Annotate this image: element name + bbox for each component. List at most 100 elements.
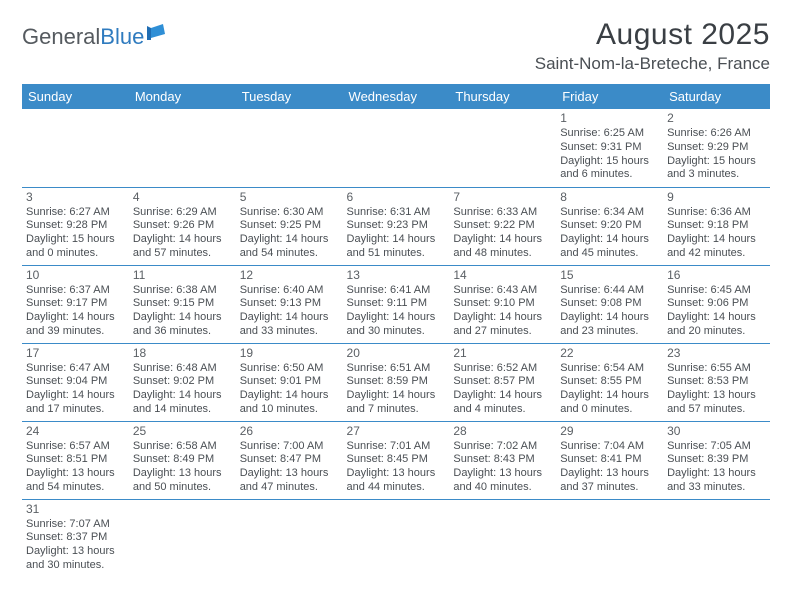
day-line: Daylight: 13 hours — [347, 467, 446, 481]
day-line: and 3 minutes. — [667, 168, 766, 182]
day-number: 23 — [667, 346, 766, 361]
day-cell: 8Sunrise: 6:34 AMSunset: 9:20 PMDaylight… — [556, 187, 663, 265]
day-line: and 10 minutes. — [240, 403, 339, 417]
day-line: Daylight: 14 hours — [453, 389, 552, 403]
day-line: Daylight: 14 hours — [560, 233, 659, 247]
day-line: and 0 minutes. — [26, 247, 125, 261]
day-line: Sunrise: 6:50 AM — [240, 362, 339, 376]
day-line: Daylight: 14 hours — [133, 389, 232, 403]
day-line: and 48 minutes. — [453, 247, 552, 261]
day-line: Daylight: 15 hours — [26, 233, 125, 247]
day-line: Daylight: 14 hours — [347, 233, 446, 247]
day-line: Daylight: 14 hours — [133, 233, 232, 247]
day-line: Sunrise: 6:52 AM — [453, 362, 552, 376]
day-line: Sunrise: 6:43 AM — [453, 284, 552, 298]
day-number: 30 — [667, 424, 766, 439]
day-line: Sunset: 8:41 PM — [560, 453, 659, 467]
month-title: August 2025 — [535, 18, 770, 52]
day-cell: 13Sunrise: 6:41 AMSunset: 9:11 PMDayligh… — [343, 265, 450, 343]
day-line: Sunset: 9:01 PM — [240, 375, 339, 389]
day-cell: 29Sunrise: 7:04 AMSunset: 8:41 PMDayligh… — [556, 421, 663, 499]
day-number: 31 — [26, 502, 125, 517]
day-line: and 57 minutes. — [667, 403, 766, 417]
day-cell: 10Sunrise: 6:37 AMSunset: 9:17 PMDayligh… — [22, 265, 129, 343]
day-line: Sunrise: 7:01 AM — [347, 440, 446, 454]
day-number: 12 — [240, 268, 339, 283]
calendar-table: Sunday Monday Tuesday Wednesday Thursday… — [22, 84, 770, 577]
day-line: Sunset: 9:15 PM — [133, 297, 232, 311]
day-number: 28 — [453, 424, 552, 439]
day-line: and 54 minutes. — [26, 481, 125, 495]
day-cell: 1Sunrise: 6:25 AMSunset: 9:31 PMDaylight… — [556, 109, 663, 187]
day-line: Sunrise: 6:47 AM — [26, 362, 125, 376]
day-number: 13 — [347, 268, 446, 283]
day-line: Daylight: 13 hours — [667, 467, 766, 481]
day-line: Daylight: 14 hours — [26, 311, 125, 325]
day-line: Sunrise: 6:34 AM — [560, 206, 659, 220]
week-row: 3Sunrise: 6:27 AMSunset: 9:28 PMDaylight… — [22, 187, 770, 265]
day-number: 14 — [453, 268, 552, 283]
day-cell: 5Sunrise: 6:30 AMSunset: 9:25 PMDaylight… — [236, 187, 343, 265]
day-line: Sunrise: 6:54 AM — [560, 362, 659, 376]
day-number: 2 — [667, 111, 766, 126]
day-line: Sunrise: 6:26 AM — [667, 127, 766, 141]
day-line: Sunset: 8:49 PM — [133, 453, 232, 467]
day-cell: 9Sunrise: 6:36 AMSunset: 9:18 PMDaylight… — [663, 187, 770, 265]
day-number: 6 — [347, 190, 446, 205]
day-line: Sunset: 9:28 PM — [26, 219, 125, 233]
day-line: Sunset: 9:04 PM — [26, 375, 125, 389]
day-cell: 31Sunrise: 7:07 AMSunset: 8:37 PMDayligh… — [22, 499, 129, 577]
day-cell — [556, 499, 663, 577]
day-line: Sunset: 9:25 PM — [240, 219, 339, 233]
week-row: 1Sunrise: 6:25 AMSunset: 9:31 PMDaylight… — [22, 109, 770, 187]
day-number: 10 — [26, 268, 125, 283]
day-cell: 7Sunrise: 6:33 AMSunset: 9:22 PMDaylight… — [449, 187, 556, 265]
day-number: 16 — [667, 268, 766, 283]
day-line: and 42 minutes. — [667, 247, 766, 261]
day-line: Sunrise: 6:45 AM — [667, 284, 766, 298]
day-line: Sunset: 8:57 PM — [453, 375, 552, 389]
day-cell: 14Sunrise: 6:43 AMSunset: 9:10 PMDayligh… — [449, 265, 556, 343]
day-line: Sunrise: 7:07 AM — [26, 518, 125, 532]
day-line: Sunrise: 6:37 AM — [26, 284, 125, 298]
day-cell: 26Sunrise: 7:00 AMSunset: 8:47 PMDayligh… — [236, 421, 343, 499]
col-tuesday: Tuesday — [236, 84, 343, 109]
day-cell — [22, 109, 129, 187]
day-cell: 16Sunrise: 6:45 AMSunset: 9:06 PMDayligh… — [663, 265, 770, 343]
day-line: Daylight: 13 hours — [453, 467, 552, 481]
day-line: and 36 minutes. — [133, 325, 232, 339]
day-line: and 54 minutes. — [240, 247, 339, 261]
day-line: Daylight: 14 hours — [667, 311, 766, 325]
day-line: and 33 minutes. — [667, 481, 766, 495]
day-line: Daylight: 13 hours — [560, 467, 659, 481]
day-line: and 39 minutes. — [26, 325, 125, 339]
day-line: Sunset: 9:29 PM — [667, 141, 766, 155]
day-line: Sunset: 9:02 PM — [133, 375, 232, 389]
day-line: Daylight: 14 hours — [667, 233, 766, 247]
day-cell — [663, 499, 770, 577]
day-line: Daylight: 14 hours — [240, 311, 339, 325]
day-line: and 51 minutes. — [347, 247, 446, 261]
day-line: Sunrise: 6:25 AM — [560, 127, 659, 141]
day-number: 11 — [133, 268, 232, 283]
day-line: Sunset: 8:45 PM — [347, 453, 446, 467]
day-line: and 14 minutes. — [133, 403, 232, 417]
day-line: Sunrise: 6:36 AM — [667, 206, 766, 220]
week-row: 24Sunrise: 6:57 AMSunset: 8:51 PMDayligh… — [22, 421, 770, 499]
day-line: Sunset: 9:08 PM — [560, 297, 659, 311]
col-thursday: Thursday — [449, 84, 556, 109]
day-line: Sunset: 8:55 PM — [560, 375, 659, 389]
day-line: and 6 minutes. — [560, 168, 659, 182]
day-line: Daylight: 14 hours — [26, 389, 125, 403]
flag-icon — [147, 24, 173, 42]
day-line: and 47 minutes. — [240, 481, 339, 495]
day-line: Sunrise: 6:55 AM — [667, 362, 766, 376]
day-line: and 57 minutes. — [133, 247, 232, 261]
day-line: Sunrise: 6:57 AM — [26, 440, 125, 454]
day-line: and 7 minutes. — [347, 403, 446, 417]
day-number: 3 — [26, 190, 125, 205]
day-line: Daylight: 13 hours — [26, 545, 125, 559]
day-line: Sunrise: 6:31 AM — [347, 206, 446, 220]
day-line: Sunrise: 7:00 AM — [240, 440, 339, 454]
day-line: Sunrise: 6:48 AM — [133, 362, 232, 376]
